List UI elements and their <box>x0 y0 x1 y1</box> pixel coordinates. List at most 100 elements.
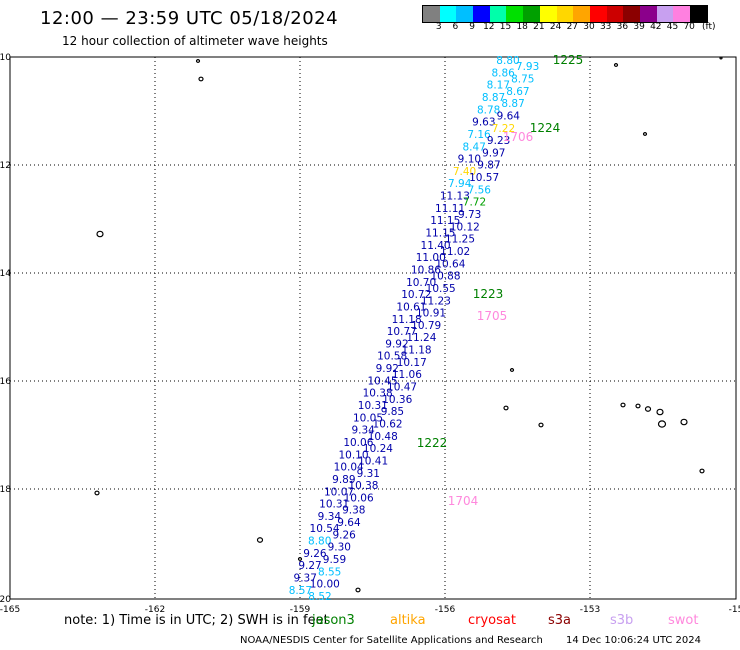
colorbar-label: 24 <box>549 22 562 32</box>
swh-value: 9.64 <box>497 110 521 122</box>
swh-value: 7.40 <box>453 166 476 178</box>
swh-value: 10.55 <box>426 283 456 295</box>
colorbar-swatch <box>606 6 624 22</box>
satellite-legend-item: cryosat <box>468 613 516 628</box>
pass-time-label: 1706 <box>503 130 534 144</box>
swh-value: 11.25 <box>445 234 475 246</box>
swh-value: 9.30 <box>328 542 351 554</box>
colorbar-swatch <box>506 6 524 22</box>
x-tick-label: -156 <box>435 605 456 615</box>
swh-value: 8.86 <box>491 67 515 79</box>
swh-value: 10.24 <box>363 443 393 455</box>
swh-value: 11.18 <box>392 314 422 326</box>
island-outline <box>644 406 652 412</box>
swh-value: 11.06 <box>392 369 422 381</box>
y-tick-label: -10 <box>0 53 11 63</box>
island-outline <box>620 402 626 408</box>
colorbar-label: 33 <box>599 22 612 32</box>
x-tick-label: -159 <box>290 605 311 615</box>
island-outline <box>613 63 619 67</box>
colorbar-swatch <box>656 6 674 22</box>
swh-value: 10.48 <box>368 431 398 443</box>
colorbar-swatch <box>423 6 440 22</box>
island-outline <box>509 368 515 372</box>
swh-value: 10.77 <box>387 326 417 338</box>
y-tick-label: -12 <box>0 161 11 171</box>
swh-value: 10.38 <box>363 388 393 400</box>
island-outline <box>297 557 303 561</box>
swh-value: 10.64 <box>435 258 465 270</box>
swh-value: 10.00 <box>310 579 340 591</box>
colorbar-swatch <box>690 6 707 22</box>
swh-value: 8.55 <box>318 566 341 578</box>
island-outline <box>355 587 361 593</box>
satellite-legend-item: s3b <box>610 613 634 628</box>
colorbar-swatch <box>556 6 574 22</box>
island-outline <box>680 418 688 426</box>
pass-time-label: 1224 <box>530 121 561 135</box>
swh-value: 9.92 <box>376 363 399 375</box>
colorbar-label: 15 <box>499 22 512 32</box>
colorbar-swatch <box>456 6 474 22</box>
swh-value: 10.05 <box>353 412 383 424</box>
swh-value: 11.15 <box>430 215 460 227</box>
altimeter-track: 8.807.938.868.758.178.678.878.878.789.64… <box>289 55 540 603</box>
colorbar-swatch <box>623 6 640 22</box>
footnote: note: 1) Time is in UTC; 2) SWH is in fe… <box>64 613 329 628</box>
swh-value: 10.88 <box>430 271 460 283</box>
island-outline <box>503 405 509 411</box>
swh-value: 9.85 <box>381 406 404 418</box>
colorbar-swatch <box>673 6 690 22</box>
swh-value: 10.36 <box>382 394 412 406</box>
swh-value: 10.57 <box>469 172 499 184</box>
colorbar-label: 70 <box>683 22 695 32</box>
satellite-legend-item: s3a <box>548 613 572 628</box>
y-tick-label: -14 <box>0 269 11 279</box>
swh-value: 9.31 <box>357 468 380 480</box>
swh-value: 11.15 <box>425 228 455 240</box>
y-tick-label: -16 <box>0 377 11 387</box>
swh-value: 9.87 <box>477 160 500 172</box>
swh-value: 11.23 <box>421 295 451 307</box>
island-outline <box>96 230 104 238</box>
swh-value: 8.52 <box>308 591 331 603</box>
swh-value: 9.26 <box>332 529 356 541</box>
colorbar-swatch <box>473 6 490 22</box>
swh-value: 11.24 <box>406 332 436 344</box>
swh-value: 8.80 <box>496 55 519 67</box>
island-outlines <box>94 56 723 593</box>
pass-time-label: 1223 <box>473 287 504 301</box>
grid-lines <box>10 57 736 599</box>
swh-value: 10.12 <box>450 221 480 233</box>
pass-time-label: 1225 <box>553 53 584 67</box>
chart-subtitle: 12 hour collection of altimeter wave hei… <box>62 34 328 48</box>
satellite-legend-item: altika <box>390 613 426 628</box>
map-frame <box>9 56 737 600</box>
swh-value: 9.92 <box>385 338 408 350</box>
swh-value: 10.06 <box>344 492 374 504</box>
swh-value: 8.67 <box>506 86 529 98</box>
swh-value: 10.47 <box>387 382 417 394</box>
swh-value: 9.26 <box>303 548 327 560</box>
swh-value: 10.70 <box>406 277 436 289</box>
satellite-legend-item: jason3 <box>312 613 355 628</box>
colorbar-swatch <box>589 6 607 22</box>
colorbar-label: 27 <box>566 22 579 32</box>
swh-value: 11.18 <box>402 345 432 357</box>
swh-value: 7.22 <box>492 123 515 135</box>
colorbar-swatch <box>539 6 557 22</box>
swh-value: 9.59 <box>323 554 346 566</box>
colorbar-label: 30 <box>583 22 595 32</box>
swh-value: 11.40 <box>421 240 451 252</box>
island-outline <box>256 537 264 543</box>
swh-value: 9.34 <box>318 511 342 523</box>
island-outline <box>94 490 100 496</box>
swh-value: 8.57 <box>289 585 312 597</box>
swh-value: 11.13 <box>440 191 470 203</box>
swh-value: 11.02 <box>440 246 470 258</box>
island-outline <box>657 420 667 428</box>
island-outline <box>642 132 648 136</box>
colorbar-swatch <box>439 6 457 22</box>
swh-value: 9.27 <box>298 560 321 572</box>
